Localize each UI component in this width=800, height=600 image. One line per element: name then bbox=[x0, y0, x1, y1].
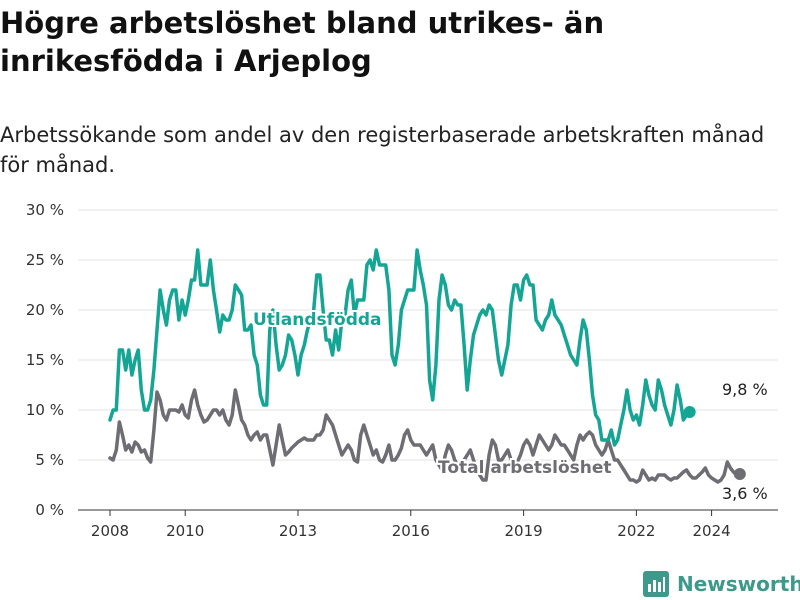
y-tick-label: 30 % bbox=[26, 201, 64, 219]
end-point-utlandsfodda bbox=[683, 406, 696, 418]
y-axis: 0 % 5 % 10 % 15 % 20 % 25 % 30 % bbox=[26, 201, 64, 519]
x-tick-label: 2024 bbox=[693, 522, 731, 540]
x-tick-label: 2022 bbox=[617, 522, 655, 540]
end-point-total bbox=[733, 468, 746, 480]
x-tick-label: 2019 bbox=[505, 522, 543, 540]
chart-subtitle: Arbetssökande som andel av den registerb… bbox=[0, 123, 765, 177]
brand-name: Newsworthy bbox=[677, 572, 800, 596]
y-tick-label: 25 % bbox=[26, 251, 64, 269]
x-tick-label: 2016 bbox=[392, 522, 430, 540]
y-tick-label: 10 % bbox=[26, 401, 64, 419]
y-tick-label: 15 % bbox=[26, 351, 64, 369]
y-tick-label: 5 % bbox=[35, 451, 64, 469]
end-label-total: 3,6 % bbox=[722, 484, 768, 503]
series-line-utlandsfodda bbox=[108, 248, 692, 447]
end-label-utlandsfodda: 9,8 % bbox=[722, 380, 768, 399]
x-tick-label: 2008 bbox=[91, 522, 129, 540]
series-label-utlandsfodda: Utlandsfödda bbox=[253, 310, 382, 330]
y-tick-label: 20 % bbox=[26, 301, 64, 319]
chart-title: Högre arbetslöshet bland utrikes- än inr… bbox=[0, 6, 605, 78]
series-labels: Utlandsfödda Total arbetslöshet 9,8 % 3,… bbox=[251, 308, 769, 505]
x-axis: 2008 2010 2013 2016 2019 2022 2024 bbox=[91, 510, 731, 540]
series-label-total: Total arbetslöshet bbox=[438, 458, 612, 478]
x-tick-label: 2013 bbox=[279, 522, 317, 540]
x-tick-label: 2010 bbox=[166, 522, 204, 540]
y-tick-label: 0 % bbox=[35, 501, 64, 519]
newsworthy-logo-icon bbox=[643, 571, 669, 597]
series-lines bbox=[108, 248, 746, 484]
brand-logo: Newsworthy bbox=[643, 568, 800, 600]
series-line-total bbox=[108, 388, 742, 484]
